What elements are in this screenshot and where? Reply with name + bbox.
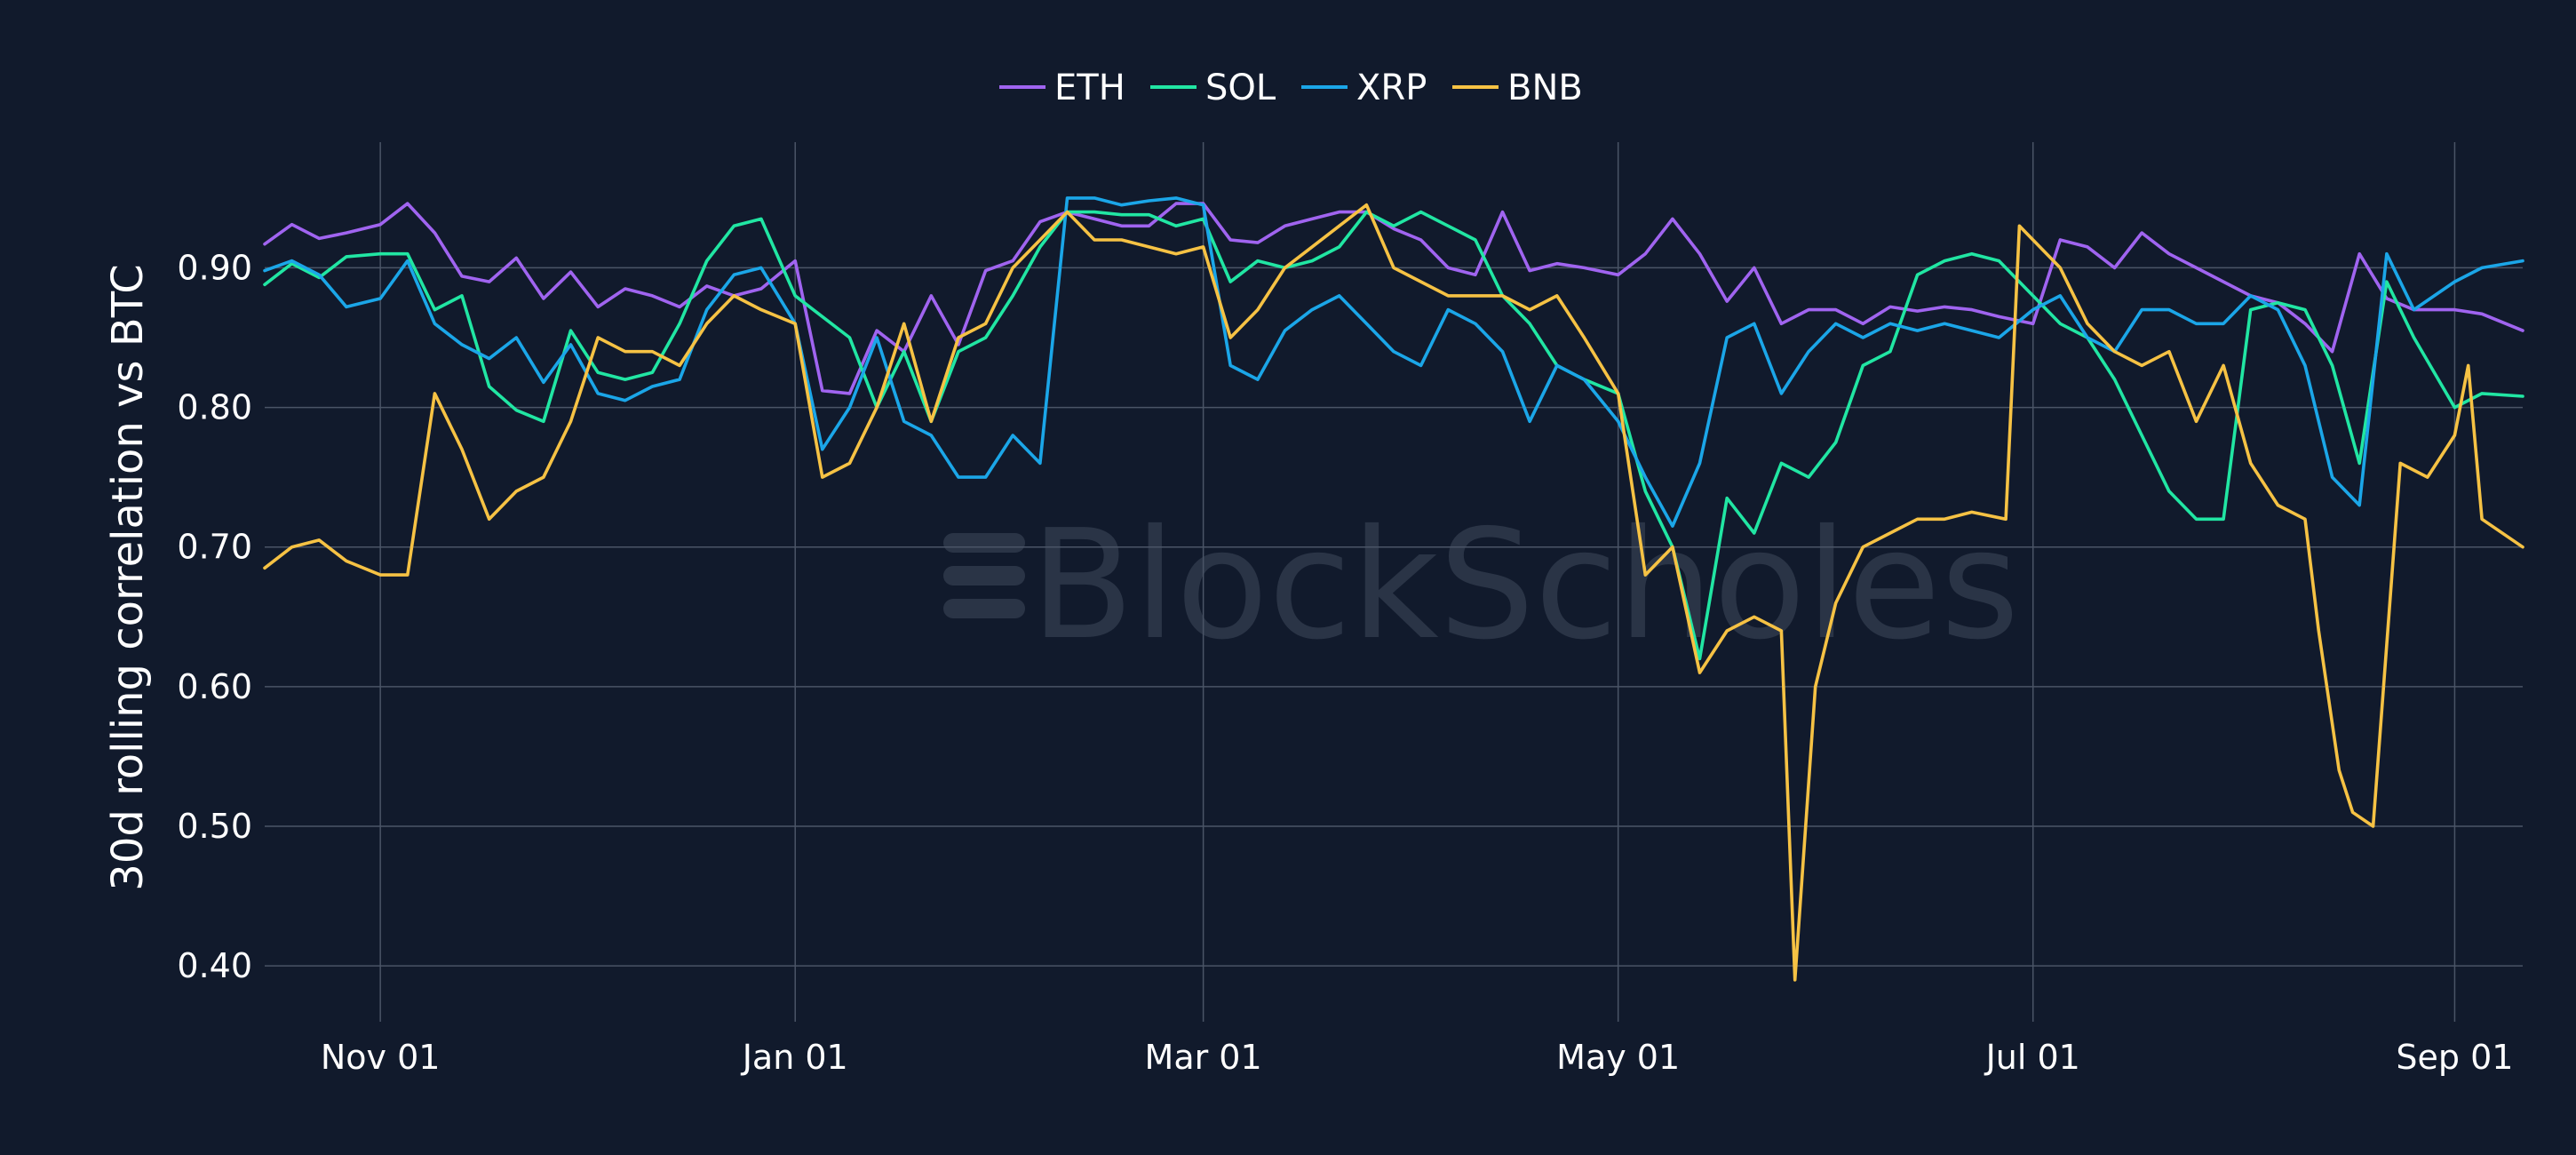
legend-label: BNB xyxy=(1507,68,1583,108)
series-lines xyxy=(263,196,2524,982)
watermark-text: BlockScholes xyxy=(1030,498,2019,673)
x-tick-label: Mar 01 xyxy=(1145,1038,1262,1077)
y-tick-label: 0.40 xyxy=(177,946,252,985)
legend-label: SOL xyxy=(1205,68,1276,108)
legend-label: XRP xyxy=(1356,68,1427,108)
series-line-bnb xyxy=(263,203,2524,982)
x-tick-label: Jul 01 xyxy=(1984,1038,2080,1077)
y-tick-label: 0.50 xyxy=(177,807,252,846)
y-tick-label: 0.60 xyxy=(177,667,252,706)
y-axis-ticks: 0.40 0.50 0.60 0.70 0.80 0.90 xyxy=(177,248,252,985)
y-tick-label: 0.90 xyxy=(177,248,252,287)
series-line-eth xyxy=(263,202,2524,395)
x-tick-label: May 01 xyxy=(1556,1038,1680,1077)
y-tick-label: 0.80 xyxy=(177,388,252,427)
x-tick-label: Nov 01 xyxy=(321,1038,441,1077)
x-tick-label: Sep 01 xyxy=(2396,1038,2513,1077)
x-axis-ticks: Nov 01 Jan 01 Mar 01 May 01 Jul 01 Sep 01 xyxy=(321,1038,2514,1077)
legend: ETH SOL XRP BNB xyxy=(999,68,1583,108)
legend-item-xrp[interactable]: XRP xyxy=(1301,68,1427,108)
legend-item-sol[interactable]: SOL xyxy=(1150,68,1276,108)
y-tick-label: 0.70 xyxy=(177,528,252,567)
series-line-xrp xyxy=(263,196,2524,528)
legend-item-bnb[interactable]: BNB xyxy=(1452,68,1583,108)
y-axis-title: 30d rolling correlation vs BTC xyxy=(103,264,153,890)
blockscholes-logo-icon xyxy=(943,533,1025,618)
legend-label: ETH xyxy=(1054,68,1125,108)
watermark: BlockScholes xyxy=(943,498,2019,673)
x-tick-label: Jan 01 xyxy=(741,1038,848,1077)
series-line-sol xyxy=(263,210,2524,661)
legend-item-eth[interactable]: ETH xyxy=(999,68,1125,108)
